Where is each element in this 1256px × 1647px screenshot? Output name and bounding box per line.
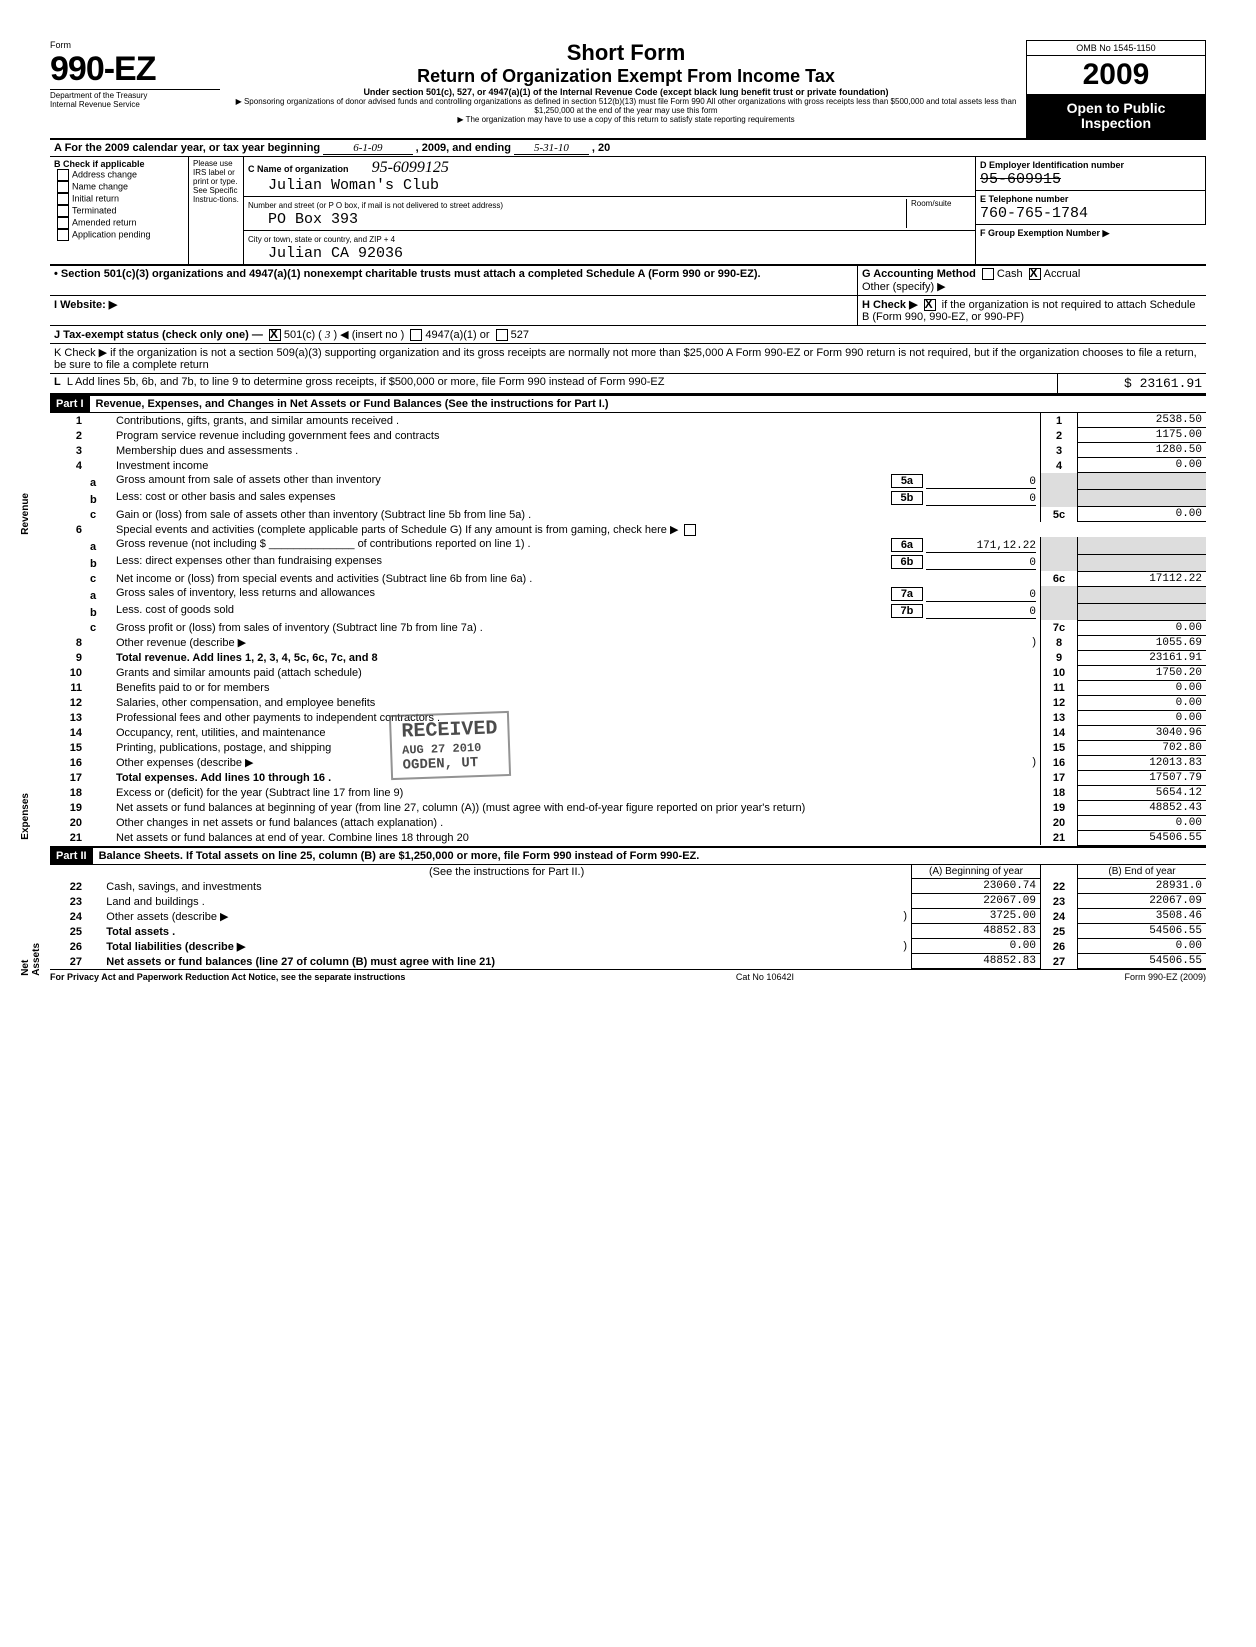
irs-label: Internal Revenue Service [50,100,220,109]
line-17: 17 Total expenses. Add lines 10 through … [50,770,1206,785]
bs-line-22: 22 Cash, savings, and investments 23060.… [50,879,1206,894]
form-number-block: Form 990-EZ Department of the Treasury I… [50,40,226,113]
line-i-h: I Website: ▶ H Check ▶ if the organizati… [50,296,1206,326]
title-return: Return of Organization Exempt From Incom… [234,66,1018,87]
box-b: B Check if applicable Address change Nam… [50,157,189,264]
org-name: Julian Woman's Club [268,177,439,194]
line-6c: c Net income or (loss) from special even… [50,571,1206,586]
form-header: Form 990-EZ Department of the Treasury I… [50,40,1206,140]
line-7a: a Gross sales of inventory, less returns… [50,586,1206,603]
title-block: Short Form Return of Organization Exempt… [226,40,1026,124]
line-2: 2 Program service revenue including gove… [50,428,1206,443]
tax-year: 2009 [1026,56,1206,95]
line-5a: a Gross amount from sale of assets other… [50,473,1206,490]
line-6a: a Gross revenue (not including $ _______… [50,537,1206,554]
line-9: 9 Total revenue. Add lines 1, 2, 3, 4, 5… [50,650,1206,665]
title-copy: ▶ The organization may have to use a cop… [234,115,1018,124]
line-14: 14 Occupancy, rent, utilities, and maint… [50,725,1206,740]
line-11: 11 Benefits paid to or for members 110.0… [50,680,1206,695]
omb-number: OMB No 1545-1150 [1026,40,1206,56]
line-a: A For the 2009 calendar year, or tax yea… [50,140,1206,157]
org-city: Julian CA 92036 [268,245,403,262]
part1-header: Part I Revenue, Expenses, and Changes in… [50,394,1206,413]
bs-line-23: 23 Land and buildings . 22067.09 23 2206… [50,894,1206,909]
line-6: 6 Special events and activities (complet… [50,522,1206,538]
line-6b: b Less: direct expenses other than fundr… [50,554,1206,571]
title-sponsor: ▶ Sponsoring organizations of donor advi… [234,97,1018,115]
gross-receipts: $ 23161.91 [1058,374,1206,393]
footer: For Privacy Act and Paperwork Reduction … [50,969,1206,982]
part2-header: Part II Balance Sheets. If Total assets … [50,846,1206,865]
omb-block: OMB No 1545-1150 2009 Open to Public Ins… [1026,40,1206,138]
line-k: K Check ▶ if the organization is not a s… [50,344,1206,374]
line-4: 4 Investment income 40.00 [50,458,1206,473]
please-use-irs: Please use IRS label or print or type. S… [189,157,244,264]
sec501-row: • Section 501(c)(3) organizations and 49… [50,266,1206,296]
part2-table: (See the instructions for Part II.) (A) … [50,865,1206,970]
line-7c: c Gross profit or (loss) from sales of i… [50,620,1206,635]
line-16: 16 Other expenses (describe ▶) 1612013.8… [50,755,1206,770]
dept-treasury: Department of the Treasury [50,89,220,100]
line-l: L L Add lines 5b, 6b, and 7b, to line 9 … [50,374,1206,394]
line-8: 8 Other revenue (describe ▶) 81055.69 [50,635,1206,650]
box-def: D Employer Identification number 95-6099… [976,157,1206,264]
title-short-form: Short Form [234,40,1018,66]
form-number: 990-EZ [50,50,220,89]
line-1: 1 Contributions, gifts, grants, and simi… [50,413,1206,428]
line-13: 13 Professional fees and other payments … [50,710,1206,725]
box-c: C Name of organization 95-6099125 Julian… [244,157,976,264]
line-j: J Tax-exempt status (check only one) — 5… [50,326,1206,344]
line-10: 10 Grants and similar amounts paid (atta… [50,665,1206,680]
line-19: 19 Net assets or fund balances at beginn… [50,800,1206,815]
entity-block: B Check if applicable Address change Nam… [50,157,1206,266]
open-to-public: Open to Public Inspection [1026,95,1206,138]
line-12: 12 Salaries, other compensation, and emp… [50,695,1206,710]
bs-line-26: 26 Total liabilities (describe ▶) 0.00 2… [50,939,1206,954]
line-15: 15 Printing, publications, postage, and … [50,740,1206,755]
bs-line-27: 27 Net assets or fund balances (line 27 … [50,954,1206,969]
bs-line-24: 24 Other assets (describe ▶) 3725.00 24 … [50,909,1206,924]
line-20: 20 Other changes in net assets or fund b… [50,815,1206,830]
line-5c: c Gain or (loss) from sale of assets oth… [50,507,1206,522]
part1-table: 1 Contributions, gifts, grants, and simi… [50,413,1206,846]
phone: 760-765-1784 [980,205,1088,222]
line-7b: b Less. cost of goods sold 7b 0 [50,603,1206,620]
line-18: 18 Excess or (deficit) for the year (Sub… [50,785,1206,800]
line-5b: b Less: cost or other basis and sales ex… [50,490,1206,507]
line-3: 3 Membership dues and assessments . 3128… [50,443,1206,458]
stamp-received: RECEIVED AUG 27 2010 OGDEN, UT [389,711,511,780]
org-street: PO Box 393 [268,211,358,228]
ein: 95-609915 [980,171,1061,188]
title-under: Under section 501(c), 527, or 4947(a)(1)… [234,87,1018,97]
line-21: 21 Net assets or fund balances at end of… [50,830,1206,845]
bs-line-25: 25 Total assets . 48852.83 25 54506.55 [50,924,1206,939]
